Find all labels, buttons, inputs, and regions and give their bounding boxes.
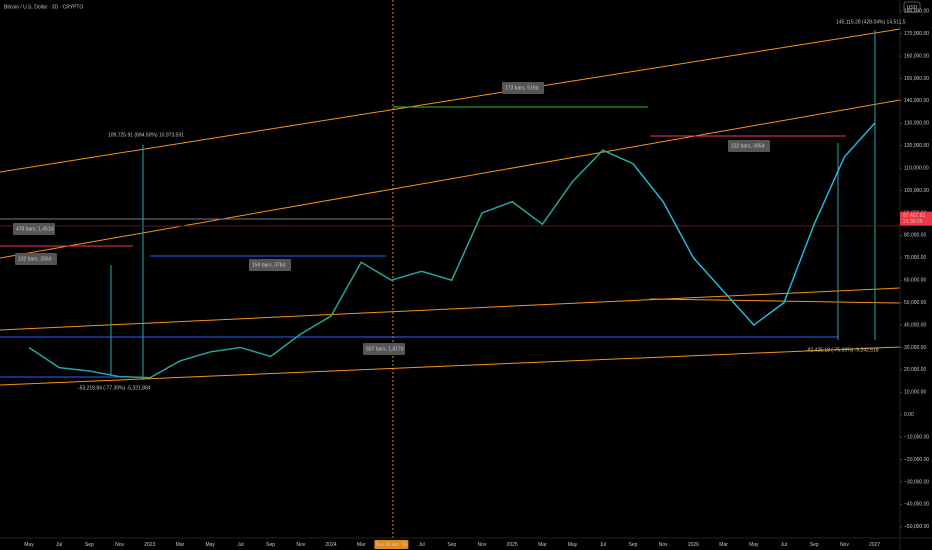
y-tick-label: 0.00: [904, 412, 914, 418]
y-tick-label: 20,000.00: [904, 367, 926, 373]
x-tick-label: Sep: [629, 542, 638, 548]
y-tick-label: 120,000.00: [904, 143, 929, 149]
annotation-box: [728, 140, 770, 152]
annotation: 145,115.28 (428.04%) 14,511,5: [836, 19, 906, 25]
y-tick-label: 10,000.00: [904, 390, 926, 396]
countdown: 21:30:16: [903, 219, 923, 225]
annotation: 173 bars, 519d: [505, 85, 539, 91]
x-tick-label: May: [568, 542, 578, 548]
x-tick-label: Mar: [719, 542, 728, 548]
y-tick-label: 170,000.00: [904, 31, 929, 37]
y-tick-label: 60,000.00: [904, 278, 926, 284]
annotation: 132 bars, 395d: [18, 256, 52, 262]
trend-line: [0, 99, 901, 259]
price-line: [28, 149, 634, 379]
x-tick-label: 2023: [144, 542, 155, 548]
annotation: 159 bars, 476d: [252, 262, 286, 268]
annotation-box: [502, 82, 544, 94]
x-tick-label: Mar: [176, 542, 185, 548]
x-tick-label: Nov: [115, 542, 124, 548]
y-tick-label: −10,000.00: [904, 434, 929, 440]
symbol-title: Bitcoin / U.S. Dollar · 3D · CRYPTO: [4, 4, 83, 10]
x-tick-label: May: [749, 542, 759, 548]
x-tick-label: Tue 30 Apr '24: [375, 542, 407, 548]
y-tick-label: 30,000.00: [904, 345, 926, 351]
x-tick-label: Nov: [296, 542, 305, 548]
annotation-box: [249, 259, 291, 271]
x-tick-label: 2026: [688, 542, 699, 548]
annotation-box: [13, 223, 55, 235]
annotation: 478 bars, 1,451d: [16, 226, 54, 232]
trend-line: [649, 298, 901, 304]
annotation-box: [15, 253, 57, 265]
price-tag-label: 87,467.81: [903, 213, 925, 219]
y-tick-label: −20,000.00: [904, 457, 929, 463]
x-tick-label: Sep: [447, 542, 456, 548]
annotation: 109,725.91 (694.50%) 10,973,591: [108, 132, 184, 138]
x-tick-label: Mar: [538, 542, 547, 548]
x-tick-label: 2027: [869, 542, 880, 548]
x-tick-label: Jul: [56, 542, 62, 548]
trend-line: [0, 346, 901, 386]
x-tick-label: Jul: [781, 542, 787, 548]
currency-box: [903, 1, 921, 13]
x-tick-label: Jul: [237, 542, 243, 548]
y-tick-label: 50,000.00: [904, 300, 926, 306]
x-tick-label: Nov: [840, 542, 849, 548]
y-tick-label: 130,000.00: [904, 121, 929, 127]
currency[interactable]: USD: [907, 5, 918, 11]
annotation: -92,425.18 (-75.39%) -9,242,518: [806, 347, 879, 353]
x-highlight: [374, 540, 409, 549]
x-tick-label: Sep: [266, 542, 275, 548]
y-tick-label: 160,000.00: [904, 53, 929, 59]
x-tick-label: Sep: [85, 542, 94, 548]
annotation-box: [363, 343, 405, 355]
price-tag: [900, 211, 932, 226]
y-tick-label: 80,000.00: [904, 233, 926, 239]
trend-line: [0, 287, 901, 331]
y-tick-label: 150,000.00: [904, 76, 929, 82]
y-tick-label: 110,000.00: [904, 165, 929, 171]
x-tick-label: Nov: [659, 542, 668, 548]
x-tick-label: Jul: [600, 542, 606, 548]
annotation: -53,218.84 (-77.30%) -5,321,884: [78, 385, 151, 391]
x-tick-label: Jul: [418, 542, 424, 548]
x-tick-label: May: [24, 542, 34, 548]
y-tick-label: 140,000.00: [904, 98, 929, 104]
x-tick-label: Nov: [478, 542, 487, 548]
trend-line: [0, 28, 901, 173]
x-tick-label: May: [205, 542, 215, 548]
y-tick-label: −50,000.00: [904, 524, 929, 530]
y-tick-label: 180,000.00: [904, 9, 929, 15]
x-tick-label: Sep: [810, 542, 819, 548]
y-tick-label: −40,000.00: [904, 502, 929, 508]
x-tick-label: 2024: [325, 542, 336, 548]
price-line: [632, 122, 876, 327]
annotation: 132 bars, 395d: [731, 143, 765, 149]
y-tick-label: 100,000.00: [904, 188, 929, 194]
x-tick-label: 2025: [507, 542, 518, 548]
annotation: 607 bars, 1,817d: [366, 346, 404, 352]
y-tick-label: −30,000.00: [904, 479, 929, 485]
y-tick-label: 70,000.00: [904, 255, 926, 261]
x-tick-label: Mar: [357, 542, 366, 548]
y-tick-label: 40,000.00: [904, 322, 926, 328]
